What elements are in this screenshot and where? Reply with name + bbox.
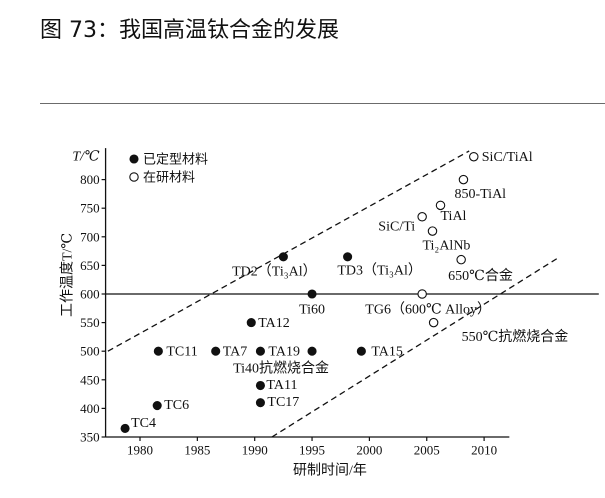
y-tick-label: 600 bbox=[80, 287, 100, 302]
in-research-material-point bbox=[417, 212, 427, 222]
point-label: 550℃抗燃烧合金 bbox=[462, 328, 569, 345]
in-research-material-point bbox=[456, 254, 466, 265]
y-unit-label: T/℃ bbox=[72, 150, 100, 165]
point-label: Ti₂AlNb bbox=[422, 239, 470, 254]
in-research-material-point bbox=[458, 174, 469, 185]
point-label: SiC/Ti bbox=[378, 219, 415, 234]
in-research-material-point bbox=[435, 200, 446, 211]
in-research-material-point bbox=[428, 317, 439, 328]
point-label: 650℃合金 bbox=[448, 268, 513, 284]
point-label: TiAl bbox=[441, 209, 467, 224]
finalized-material-point bbox=[307, 346, 317, 356]
y-tick-label: 800 bbox=[80, 172, 100, 187]
finalized-material-point bbox=[278, 252, 288, 262]
point-label: Ti40抗燃烧合金 bbox=[233, 360, 329, 377]
finalized-material-point bbox=[152, 400, 162, 411]
point-label: TC17 bbox=[267, 395, 299, 410]
divider-line bbox=[40, 103, 605, 104]
finalized-material-point bbox=[343, 252, 353, 262]
point-label: TC6 bbox=[164, 398, 189, 413]
legend-label: 已定型材料 bbox=[143, 152, 208, 167]
dashed-boundary-line bbox=[107, 150, 470, 352]
x-tick-label: 2005 bbox=[414, 443, 440, 458]
x-tick-label: 2000 bbox=[356, 443, 382, 458]
finalized-material-point bbox=[307, 289, 317, 299]
y-tick-label: 450 bbox=[80, 372, 100, 387]
x-tick-label: 2010 bbox=[471, 443, 497, 458]
point-label: Ti60 bbox=[299, 303, 325, 318]
legend: 已定型材料 在研材料 bbox=[129, 152, 208, 185]
point-label: TG6（600℃ Alloy） bbox=[365, 302, 491, 318]
finalized-material-point bbox=[120, 423, 130, 433]
point-label: TA11 bbox=[266, 378, 297, 393]
point-label: TA15 bbox=[371, 345, 403, 360]
y-tick-label: 350 bbox=[80, 430, 100, 445]
x-tick-label: 1995 bbox=[299, 443, 325, 458]
y-axis-title: 工作温度T/℃ bbox=[60, 233, 76, 317]
axes: 350 400 450 500 550 600 650 700 750 800 1980 1985 19… bbox=[80, 148, 510, 458]
finalized-material-point bbox=[246, 318, 256, 328]
in-research-material-point bbox=[469, 151, 479, 162]
finalized-material-point bbox=[356, 346, 366, 356]
point-label: TA19 bbox=[268, 345, 300, 360]
point-label: SiC/TiAl bbox=[482, 150, 533, 165]
finalized-material-point bbox=[153, 346, 163, 356]
y-tick-label: 400 bbox=[80, 401, 100, 416]
x-tick-label: 1990 bbox=[242, 443, 268, 458]
point-label: TD3（Ti₃Al） bbox=[337, 262, 422, 278]
y-tick-label: 500 bbox=[80, 344, 100, 359]
finalized-material-point bbox=[255, 346, 265, 356]
figure-title: 图 73：我国高温钛合金的发展 bbox=[40, 18, 339, 43]
in-research-material-point bbox=[417, 289, 427, 299]
legend-marker-open bbox=[129, 172, 139, 182]
y-tick-label: 650 bbox=[80, 258, 100, 273]
x-tick-label: 1980 bbox=[127, 443, 153, 458]
finalized-material-point bbox=[255, 398, 265, 408]
y-tick-label: 700 bbox=[80, 229, 100, 244]
reference-lines bbox=[105, 150, 599, 438]
x-axis-title: 研制时间/年 bbox=[293, 463, 367, 479]
y-tick-label: 550 bbox=[80, 315, 100, 330]
in-research-material-point bbox=[427, 226, 438, 236]
legend-marker-filled bbox=[129, 154, 139, 164]
point-label: TC11 bbox=[166, 345, 197, 360]
legend-label: 在研材料 bbox=[143, 170, 195, 185]
finalized-material-point bbox=[211, 346, 221, 356]
point-label: TC4 bbox=[131, 416, 156, 431]
point-label: TA7 bbox=[223, 345, 248, 360]
point-label: TD2（Ti₃Al） bbox=[232, 263, 317, 279]
dashed-boundary-line bbox=[271, 256, 561, 438]
x-tick-label: 1985 bbox=[184, 443, 210, 458]
finalized-material-point bbox=[255, 380, 265, 391]
point-label: 850-TiAl bbox=[454, 187, 506, 202]
y-tick-label: 750 bbox=[80, 201, 100, 216]
point-label: TA12 bbox=[258, 316, 290, 331]
